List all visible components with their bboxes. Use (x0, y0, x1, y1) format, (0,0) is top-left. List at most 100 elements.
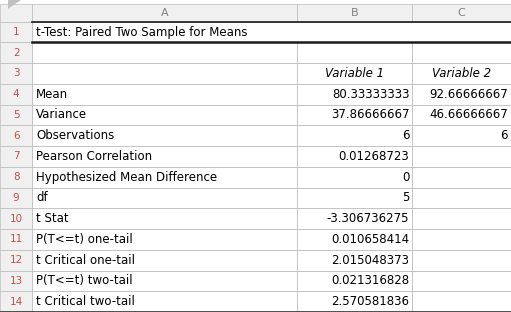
Bar (412, 84, 511, 105)
Bar (32, 167, 297, 188)
Bar (32, 188, 297, 208)
Bar (32, 167, 297, 188)
Bar (412, 167, 511, 188)
Bar (32, 84, 297, 105)
Bar (32, 208, 297, 229)
Bar (412, 84, 511, 105)
Bar (32, 105, 297, 125)
Bar (412, 105, 511, 125)
Bar (32, 271, 297, 291)
Bar (0, 42, 32, 63)
Text: 2.570581836: 2.570581836 (331, 295, 409, 308)
Text: df: df (36, 192, 48, 204)
Text: 6: 6 (500, 129, 508, 142)
Bar (0, 4, 32, 22)
Bar (297, 84, 412, 105)
Bar (0, 250, 32, 271)
Text: 3: 3 (13, 69, 19, 79)
Text: Variable 2: Variable 2 (432, 67, 491, 80)
Bar (297, 208, 412, 229)
Text: P(T<=t) one-tail: P(T<=t) one-tail (36, 233, 133, 246)
Bar (32, 188, 297, 208)
Bar (0, 63, 32, 84)
Text: Mean: Mean (36, 88, 68, 101)
Bar (32, 250, 297, 271)
Bar (412, 125, 511, 146)
Text: A: A (161, 8, 169, 18)
Bar (0, 291, 32, 312)
Bar (0, 229, 32, 250)
Bar (0, 208, 32, 229)
Text: t Stat: t Stat (36, 212, 69, 225)
Bar (0, 188, 32, 208)
Text: 2: 2 (13, 48, 19, 58)
Bar (0, 291, 32, 312)
Bar (32, 229, 297, 250)
Bar (297, 105, 412, 125)
Bar (0, 22, 32, 42)
Bar (0, 84, 32, 105)
Bar (32, 63, 297, 84)
Bar (32, 4, 297, 22)
Text: P(T<=t) two-tail: P(T<=t) two-tail (36, 274, 133, 287)
Bar (0, 22, 32, 42)
Bar (412, 42, 511, 63)
Bar (297, 4, 412, 22)
Text: Variable 1: Variable 1 (326, 67, 384, 80)
Bar (412, 63, 511, 84)
Bar (0, 84, 32, 105)
Bar (32, 84, 297, 105)
Text: 6: 6 (13, 131, 19, 141)
Bar (297, 42, 412, 63)
Bar (0, 271, 32, 291)
Bar (412, 271, 511, 291)
Bar (32, 4, 297, 22)
Bar (412, 105, 511, 125)
Bar (412, 63, 511, 84)
Bar (297, 125, 412, 146)
Bar (412, 167, 511, 188)
Bar (297, 208, 412, 229)
Bar (297, 271, 412, 291)
Bar (297, 42, 412, 63)
Bar (297, 4, 412, 22)
Bar (297, 188, 412, 208)
Text: 2.015048373: 2.015048373 (331, 254, 409, 267)
Bar (297, 167, 412, 188)
Bar (297, 250, 412, 271)
Text: C: C (458, 8, 466, 18)
Bar (0, 105, 32, 125)
Bar (0, 208, 32, 229)
Bar (412, 208, 511, 229)
Bar (297, 146, 412, 167)
Bar (0, 125, 32, 146)
Bar (412, 229, 511, 250)
Bar (297, 63, 412, 84)
Bar (297, 167, 412, 188)
Text: 37.86666667: 37.86666667 (331, 109, 409, 121)
Bar (412, 42, 511, 63)
Text: 0.010658414: 0.010658414 (331, 233, 409, 246)
Bar (0, 125, 32, 146)
Text: Hypothesized Mean Difference: Hypothesized Mean Difference (36, 171, 217, 184)
Bar (297, 84, 412, 105)
Bar (0, 167, 32, 188)
Bar (412, 4, 511, 22)
Text: 12: 12 (10, 255, 22, 265)
Bar (412, 250, 511, 271)
Bar (32, 125, 297, 146)
Text: 46.66666667: 46.66666667 (429, 109, 508, 121)
Polygon shape (8, 0, 22, 9)
Bar (297, 229, 412, 250)
Bar (412, 125, 511, 146)
Bar (412, 291, 511, 312)
Text: 4: 4 (13, 89, 19, 99)
Bar (412, 271, 511, 291)
Bar (412, 4, 511, 22)
Bar (412, 146, 511, 167)
Text: -3.306736275: -3.306736275 (327, 212, 409, 225)
Text: Observations: Observations (36, 129, 114, 142)
Bar (32, 291, 297, 312)
Bar (32, 105, 297, 125)
Bar (0, 146, 32, 167)
